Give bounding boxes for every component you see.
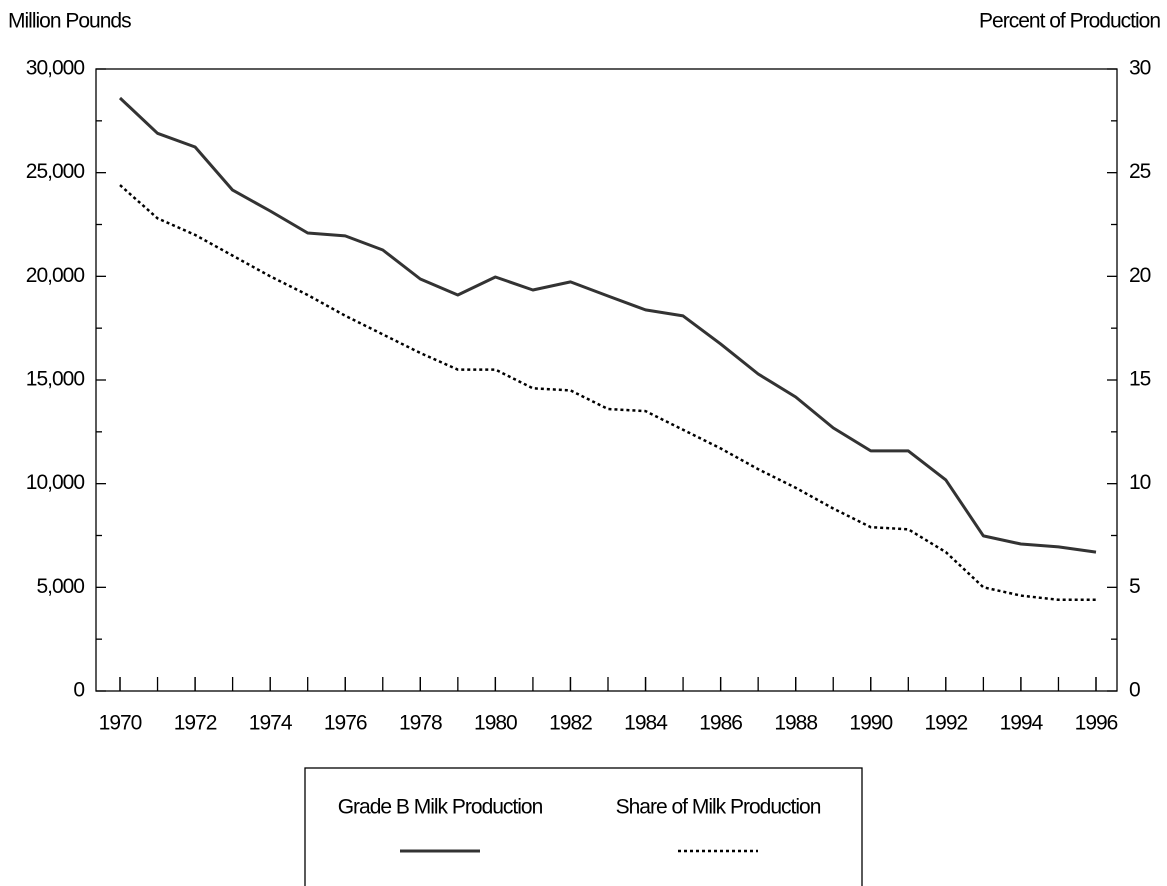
legend-box <box>304 767 863 886</box>
x-tick-label: 1974 <box>249 712 293 735</box>
y2-tick-label: 0 <box>1129 679 1140 702</box>
y2-tick-label: 5 <box>1129 575 1140 598</box>
series-line <box>119 184 1096 602</box>
y-tick-label: 10,000 <box>26 471 85 494</box>
y-tick-label: 25,000 <box>26 160 85 183</box>
y-tick-label: 0 <box>73 679 84 702</box>
y2-tick-label: 10 <box>1129 471 1151 494</box>
x-tick-label: 1976 <box>324 712 367 735</box>
x-tick-label: 1996 <box>1075 712 1118 735</box>
y-axis-label: Million Pounds <box>8 10 131 33</box>
x-tick-label: 1988 <box>774 712 817 735</box>
legend-label: Share of Milk Production <box>616 796 821 819</box>
x-tick-label: 1980 <box>474 712 517 735</box>
y2-tick-label: 25 <box>1129 160 1151 183</box>
x-tick-label: 1982 <box>549 712 592 735</box>
y2-tick-label: 15 <box>1129 368 1151 391</box>
y-tick-label: 30,000 <box>26 57 85 80</box>
x-tick-label: 1992 <box>924 712 967 735</box>
series-line <box>118 96 1097 554</box>
legend-label: Grade B Milk Production <box>338 796 543 819</box>
x-tick-label: 1970 <box>99 712 142 735</box>
x-tick-label: 1984 <box>624 712 668 735</box>
y2-axis-label: Percent of Production <box>979 10 1160 33</box>
y-tick-label: 20,000 <box>26 264 85 287</box>
y-tick-label: 15,000 <box>26 368 85 391</box>
y2-tick-label: 20 <box>1129 264 1151 287</box>
y-tick-label: 5,000 <box>36 575 84 598</box>
x-tick-label: 1990 <box>849 712 892 735</box>
y2-tick-label: 30 <box>1129 57 1151 80</box>
x-tick-label: 1986 <box>699 712 742 735</box>
x-tick-label: 1994 <box>1000 712 1044 735</box>
x-tick-label: 1978 <box>399 712 442 735</box>
plot-frame <box>95 68 1118 692</box>
x-tick-label: 1972 <box>174 712 217 735</box>
